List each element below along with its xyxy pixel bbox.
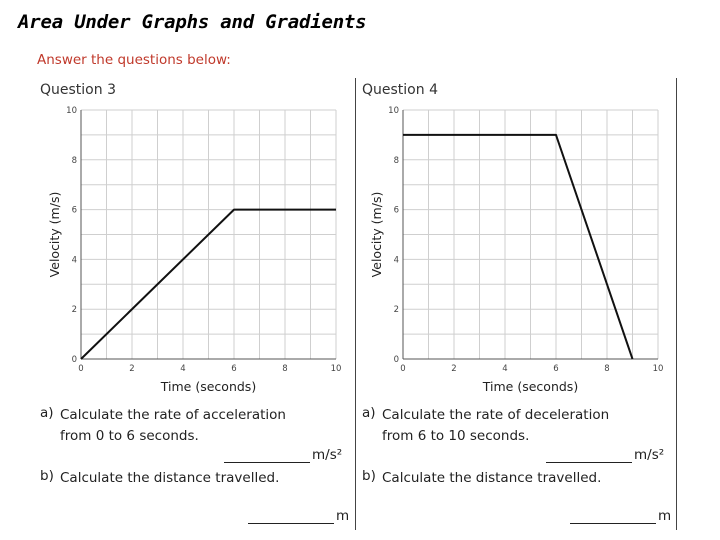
velocity-time-graph: 0 2 4 6 8 10 0 2 4 6 8 10 Time (seconds) Velocity (m/… — [47, 106, 342, 394]
page-title: Area Under Graphs and Gradients — [18, 11, 367, 33]
part-b-answer: m — [248, 508, 349, 524]
y-tick-label: 2 — [394, 305, 399, 315]
part-a-answer: m/s² — [546, 447, 664, 463]
y-tick-label: 8 — [394, 156, 399, 166]
y-tick-label: 2 — [72, 305, 77, 315]
x-axis-title: Time (seconds) — [160, 379, 256, 394]
part-a-line1: Calculate the rate of acceleration — [60, 407, 286, 423]
part-b-text: Calculate the distance travelled. — [60, 470, 280, 486]
answer-unit: m — [336, 508, 350, 524]
question-3-panel: Question 3 0 2 4 6 8 10 0 2 4 6 8 10 Time (seconds) V… — [34, 78, 354, 530]
part-a-line2: from 0 to 6 seconds. — [60, 428, 199, 444]
part-a-letter: a) — [362, 405, 376, 421]
question-4-panel: Question 4 0 2 4 6 8 10 0 2 4 6 8 10 Time (seconds) V… — [355, 78, 677, 530]
part-b-letter: b) — [362, 468, 376, 484]
question-label: Question 3 — [40, 82, 116, 98]
x-tick-label: 0 — [78, 364, 83, 374]
part-a-line1: Calculate the rate of deceleration — [382, 407, 610, 423]
y-tick-label: 10 — [66, 106, 77, 116]
question-label: Question 4 — [362, 82, 438, 98]
part-b-letter: b) — [40, 468, 54, 484]
y-tick-label: 6 — [72, 206, 77, 216]
x-tick-label: 10 — [653, 364, 664, 374]
answer-unit: m/s² — [634, 447, 665, 463]
answer-unit: m/s² — [312, 447, 343, 463]
page-subtitle: Answer the questions below: — [37, 52, 231, 68]
x-tick-label: 8 — [604, 364, 609, 374]
x-tick-label: 0 — [400, 364, 405, 374]
x-tick-label: 2 — [451, 364, 456, 374]
y-tick-label: 8 — [72, 156, 77, 166]
answer-blank[interactable] — [570, 509, 656, 524]
y-axis-title: Velocity (m/s) — [47, 192, 62, 278]
x-tick-label: 8 — [282, 364, 287, 374]
part-b-text: Calculate the distance travelled. — [382, 470, 602, 486]
y-tick-label: 0 — [72, 355, 77, 365]
x-tick-label: 4 — [502, 364, 507, 374]
answer-blank[interactable] — [248, 509, 334, 524]
y-tick-label: 0 — [394, 355, 399, 365]
answer-blank[interactable] — [224, 448, 310, 463]
y-tick-label: 4 — [394, 255, 399, 265]
part-a-line2: from 6 to 10 seconds. — [382, 428, 530, 444]
velocity-time-graph: 0 2 4 6 8 10 0 2 4 6 8 10 Time (seconds) Velocity (m/… — [369, 106, 664, 394]
part-a-answer: m/s² — [224, 447, 342, 463]
velocity-line — [80, 208, 336, 360]
answer-unit: m — [658, 508, 672, 524]
y-axis-title: Velocity (m/s) — [369, 192, 384, 278]
x-tick-label: 6 — [231, 364, 236, 374]
x-tick-label: 6 — [553, 364, 558, 374]
y-tick-label: 4 — [72, 255, 77, 265]
x-tick-label: 10 — [331, 364, 342, 374]
velocity-line — [403, 133, 634, 360]
x-axis-title: Time (seconds) — [482, 379, 578, 394]
y-tick-label: 10 — [388, 106, 399, 116]
y-tick-label: 6 — [394, 206, 399, 216]
part-a-letter: a) — [40, 405, 54, 421]
answer-blank[interactable] — [546, 448, 632, 463]
x-tick-label: 2 — [129, 364, 134, 374]
x-tick-label: 4 — [180, 364, 185, 374]
part-b-answer: m — [570, 508, 671, 524]
